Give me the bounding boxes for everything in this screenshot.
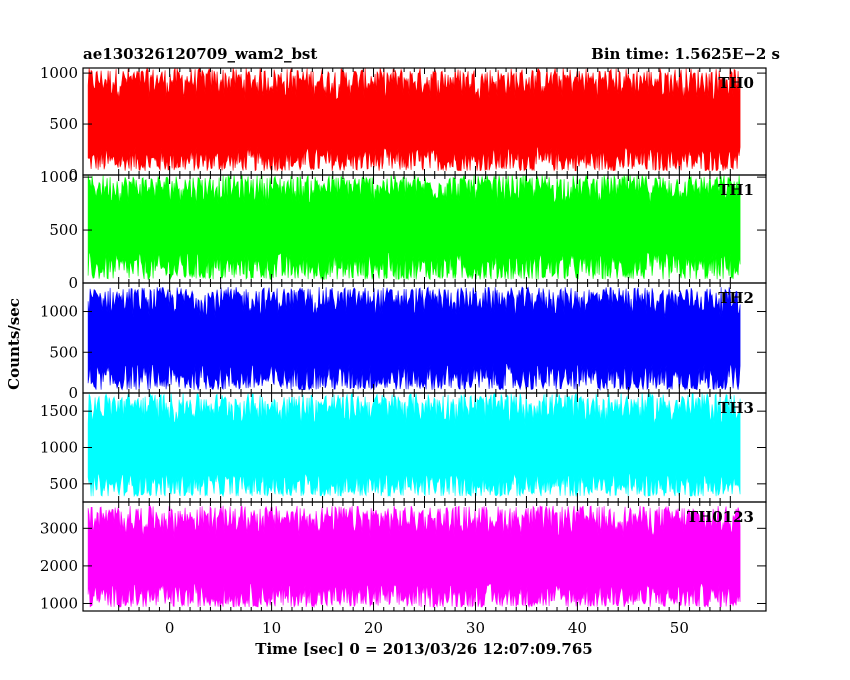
series-th2 bbox=[87, 286, 741, 391]
y-tick-label: 1000 bbox=[40, 64, 78, 82]
y-tick-label: 1500 bbox=[40, 402, 78, 420]
panel-label-th2: TH2 bbox=[718, 289, 754, 307]
y-tick-label: 1000 bbox=[40, 439, 78, 457]
y-tick-label: 2000 bbox=[40, 557, 78, 575]
series-th3 bbox=[87, 391, 741, 498]
series-th1 bbox=[87, 174, 741, 281]
y-tick-label: 1000 bbox=[40, 168, 78, 186]
bin-time-label: Bin time: 1.5625E−2 s bbox=[591, 45, 780, 63]
series-th0 bbox=[87, 67, 741, 172]
y-tick-label: 500 bbox=[49, 221, 78, 239]
panel-label-th0: TH0 bbox=[718, 74, 754, 92]
y-tick-label: 0 bbox=[68, 274, 78, 292]
y-tick-label: 500 bbox=[49, 343, 78, 361]
y-tick-label: 0 bbox=[68, 384, 78, 402]
x-tick-label: 40 bbox=[568, 619, 587, 637]
y-tick-label: 500 bbox=[49, 475, 78, 493]
y-tick-label: 0 bbox=[68, 166, 78, 184]
panel-label-th3: TH3 bbox=[718, 399, 754, 417]
y-tick-label: 1000 bbox=[40, 303, 78, 321]
x-tick-label: 50 bbox=[670, 619, 689, 637]
y-tick-label: 3000 bbox=[40, 519, 78, 537]
y-axis-label: Counts/sec bbox=[5, 298, 23, 390]
chart-title: ae130326120709_wam2_bst bbox=[83, 45, 317, 63]
panel-label-th1: TH1 bbox=[718, 181, 754, 199]
x-tick-label: 10 bbox=[262, 619, 281, 637]
x-tick-label: 30 bbox=[466, 619, 485, 637]
y-tick-label: 1000 bbox=[40, 594, 78, 612]
x-tick-label: 20 bbox=[364, 619, 383, 637]
panel-label-th0123: TH0123 bbox=[687, 508, 754, 526]
x-tick-label: 0 bbox=[165, 619, 175, 637]
x-axis-label: Time [sec] 0 = 2013/03/26 12:07:09.765 bbox=[255, 640, 592, 658]
series-th0123 bbox=[87, 505, 741, 608]
y-tick-label: 500 bbox=[49, 115, 78, 133]
